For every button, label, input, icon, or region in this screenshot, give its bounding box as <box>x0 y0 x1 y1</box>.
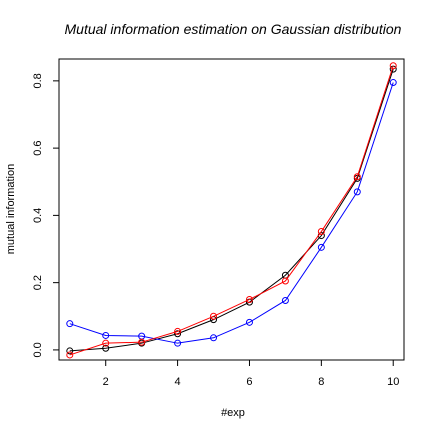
y-tick-label: 0.2 <box>32 275 44 290</box>
data-point <box>281 277 289 285</box>
data-point <box>317 243 325 251</box>
data-point <box>210 334 218 342</box>
data-point <box>353 173 361 181</box>
data-point <box>102 331 110 339</box>
data-point <box>317 228 325 236</box>
data-point <box>245 295 253 303</box>
data-point <box>174 327 182 335</box>
x-axis-label: #exp <box>221 407 245 419</box>
data-point <box>353 188 361 196</box>
data-point <box>174 330 182 338</box>
data-point <box>389 79 397 87</box>
x-tick-label: 6 <box>246 376 252 388</box>
x-tick-label: 10 <box>387 376 399 388</box>
data-point <box>245 318 253 326</box>
y-tick-label: 0.0 <box>32 342 44 357</box>
x-tick-label: 2 <box>103 376 109 388</box>
data-point <box>66 320 74 328</box>
series-line <box>69 68 394 352</box>
data-point <box>66 347 74 355</box>
series-layer <box>66 62 397 359</box>
y-tick-label: 0.4 <box>32 208 44 223</box>
data-point <box>138 338 146 346</box>
data-point <box>210 312 218 320</box>
data-point <box>174 339 182 347</box>
data-point <box>102 344 110 352</box>
data-point <box>66 351 74 359</box>
plot-frame <box>58 58 405 361</box>
series-line <box>69 82 394 344</box>
y-tick-label: 0.6 <box>32 140 44 155</box>
data-point <box>281 296 289 304</box>
series-line <box>69 65 394 356</box>
data-point <box>389 62 397 70</box>
series-1 <box>66 65 397 355</box>
series-3 <box>66 62 397 359</box>
data-point <box>102 339 110 347</box>
series-2 <box>66 79 397 347</box>
y-axis: 0.0 0.2 0.4 0.6 0.8 <box>32 73 59 358</box>
x-tick-label: 4 <box>175 376 181 388</box>
x-axis: 2 4 6 8 10 <box>103 360 399 388</box>
y-tick-label: 0.8 <box>32 73 44 88</box>
y-axis-label: mutual information <box>5 164 17 255</box>
x-tick-label: 8 <box>318 376 324 388</box>
chart-title: Mutual information estimation on Gaussia… <box>65 21 402 37</box>
